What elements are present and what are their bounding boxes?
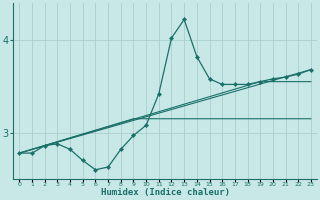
X-axis label: Humidex (Indice chaleur): Humidex (Indice chaleur) — [101, 188, 230, 197]
